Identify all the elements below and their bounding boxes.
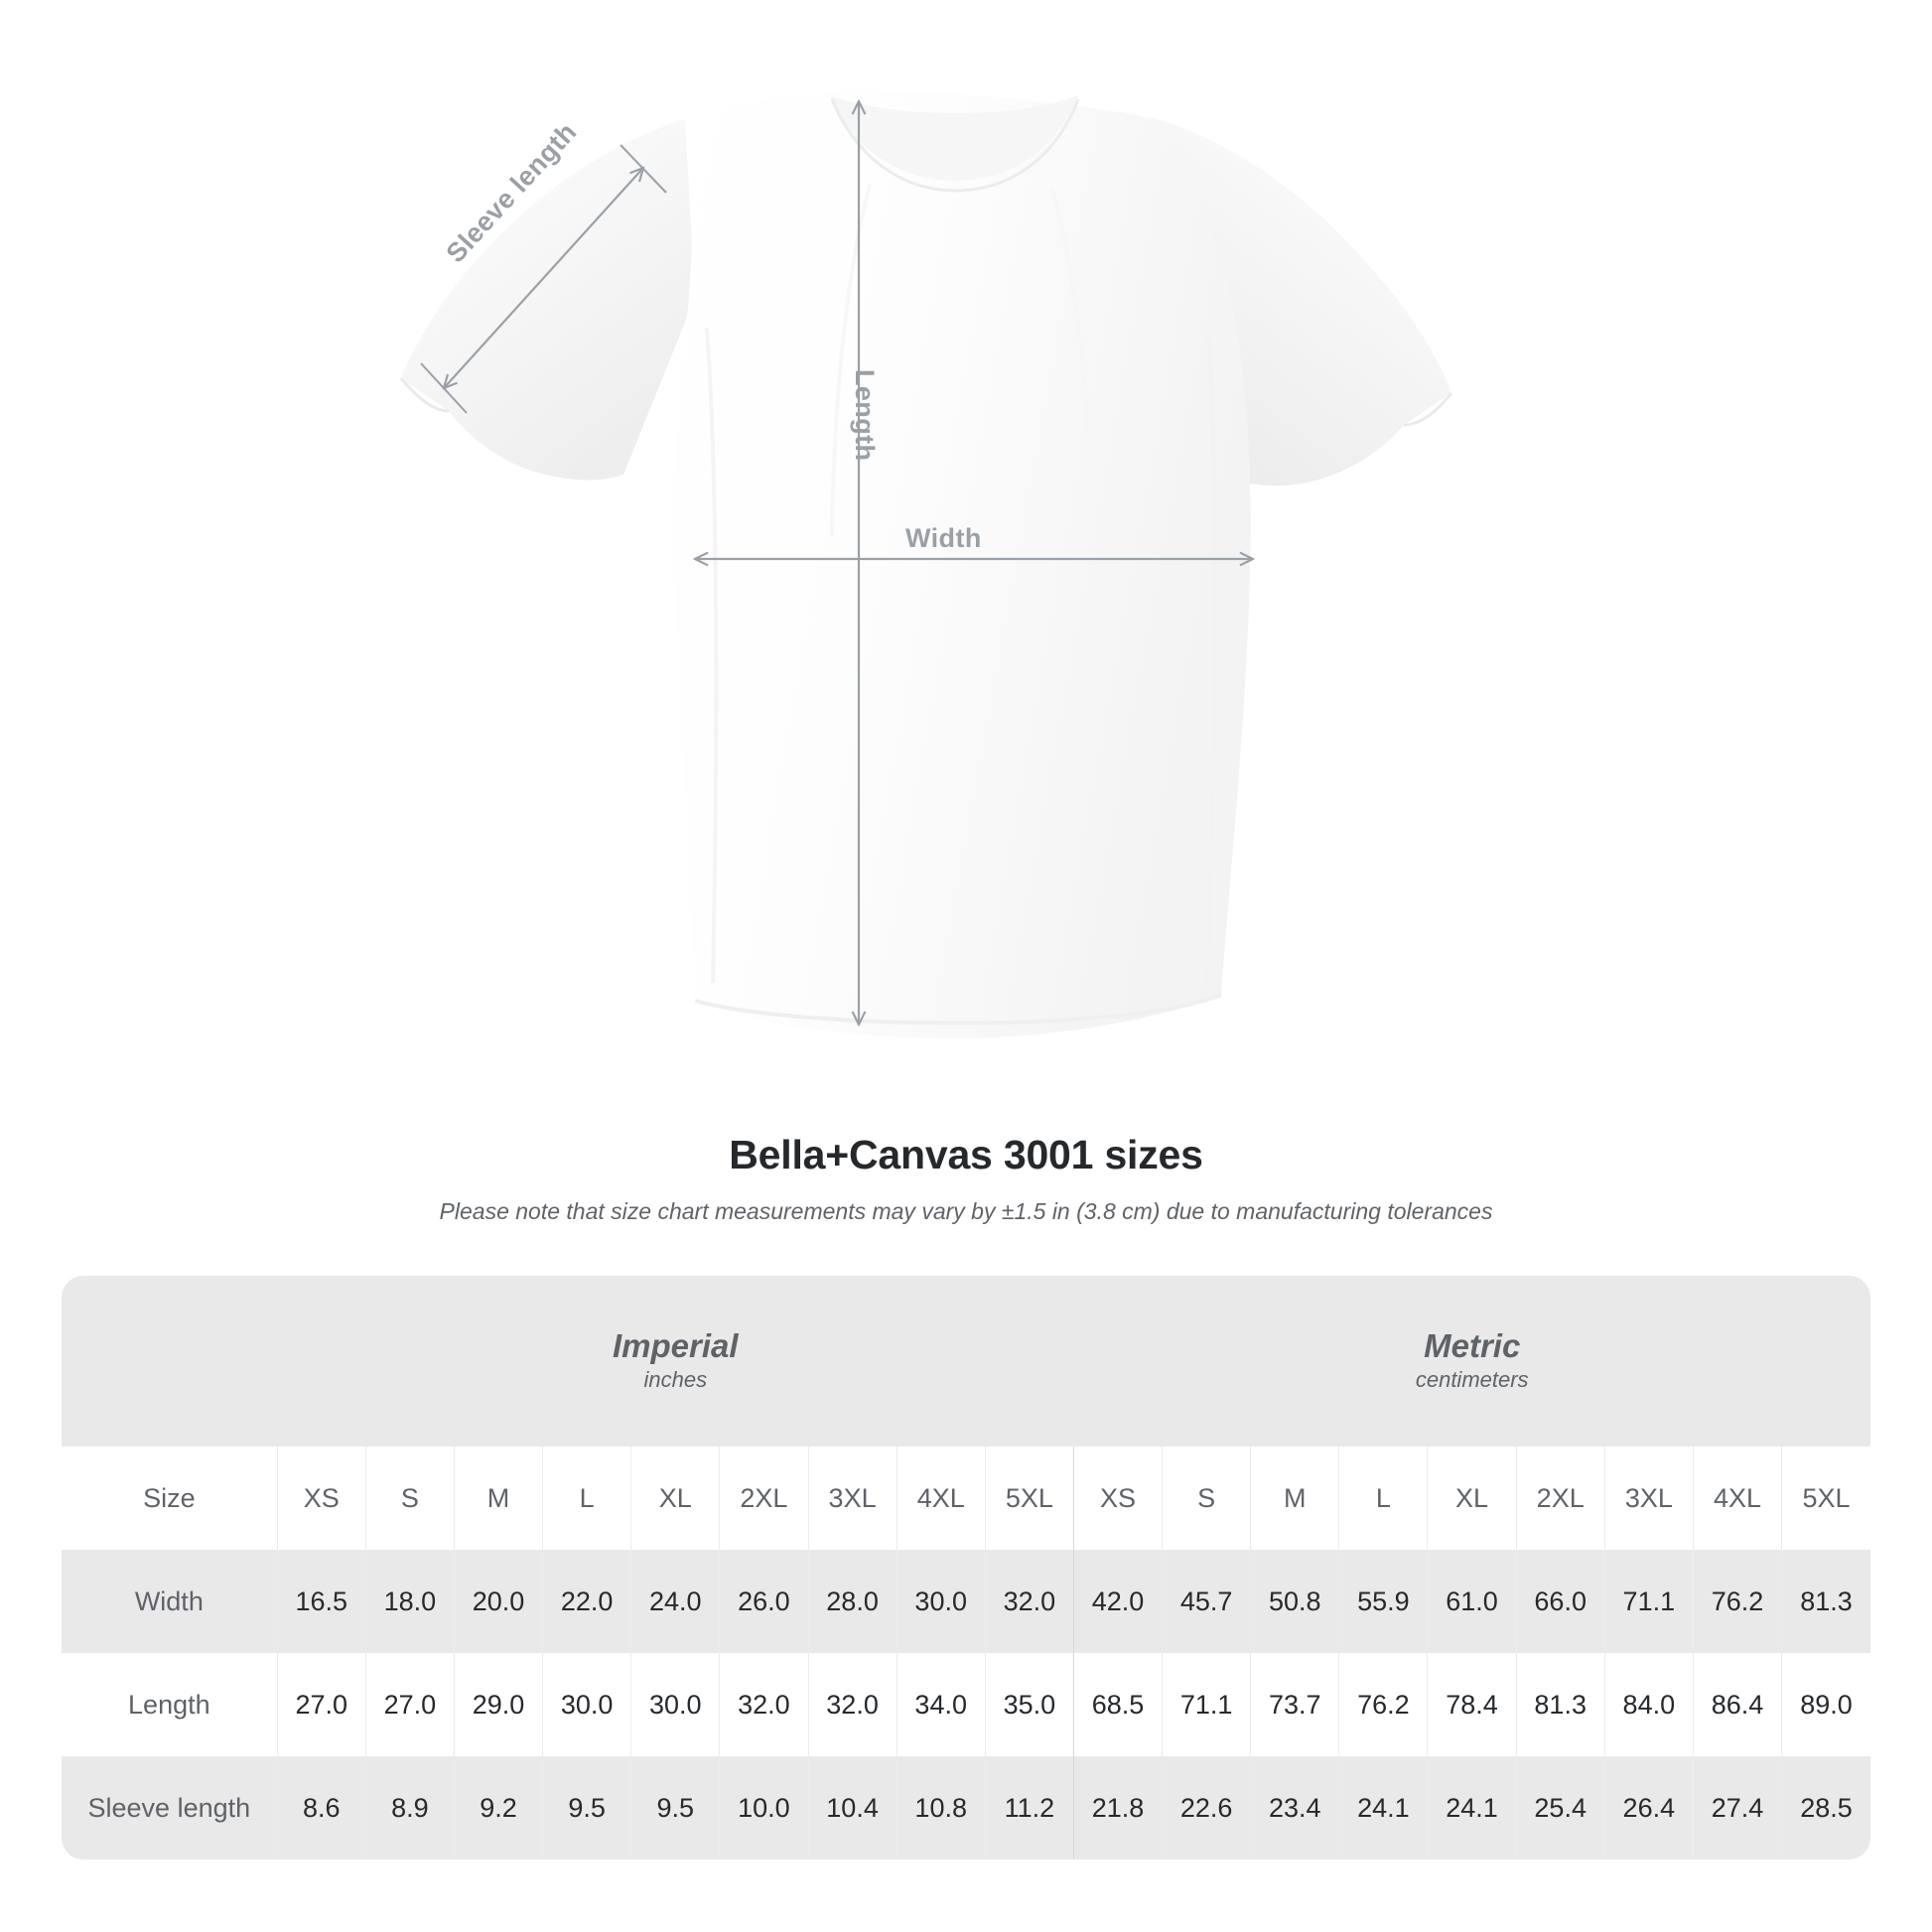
cell-sleeve-length-metric-xl: 24.1: [1427, 1756, 1517, 1860]
length-label: Length: [850, 369, 880, 462]
cell-sleeve-length-metric-m: 23.4: [1250, 1756, 1339, 1860]
unit-imperial-cell: Imperial inches: [277, 1276, 1074, 1447]
width-label: Width: [905, 523, 982, 553]
row-label-sleeve-length: Sleeve length: [62, 1756, 278, 1860]
cell-sleeve-length-imperial-3xl: 10.4: [807, 1756, 897, 1860]
cell-length-metric-5xl: 89.0: [1781, 1653, 1870, 1756]
unit-metric-cell: Metric centimeters: [1073, 1276, 1870, 1447]
size-header-imperial-3xl: 3XL: [807, 1447, 897, 1550]
unit-metric-sub: centimeters: [1415, 1366, 1529, 1392]
cell-length-imperial-s: 27.0: [364, 1653, 455, 1756]
cell-width-metric-s: 45.7: [1162, 1550, 1251, 1653]
size-header-imperial-s: S: [364, 1447, 455, 1550]
size-header-metric-4xl: 4XL: [1692, 1447, 1782, 1550]
size-header-imperial-xl: XL: [630, 1447, 720, 1550]
size-header-metric-2xl: 2XL: [1515, 1447, 1605, 1550]
cell-length-metric-m: 73.7: [1250, 1653, 1339, 1756]
unit-imperial-name: Imperial: [613, 1326, 739, 1364]
cell-width-metric-4xl: 76.2: [1692, 1550, 1782, 1653]
cell-width-metric-3xl: 71.1: [1603, 1550, 1694, 1653]
row-label-length: Length: [62, 1653, 278, 1756]
cell-sleeve-length-metric-xs: 21.8: [1072, 1756, 1163, 1860]
cell-length-imperial-m: 29.0: [453, 1653, 543, 1756]
table-row: Length 27.0 27.0 29.0 30.0 30.0 32.0 32.0 34.0 35…: [62, 1653, 1870, 1756]
size-chart-table: Imperial inches Metric centimeters Size …: [62, 1276, 1870, 1860]
cell-length-imperial-l: 30.0: [542, 1653, 631, 1756]
cell-sleeve-length-imperial-4xl: 10.8: [896, 1756, 986, 1860]
cell-width-imperial-3xl: 28.0: [807, 1550, 897, 1653]
unit-metric-name: Metric: [1424, 1326, 1521, 1364]
title-block: Bella+Canvas 3001 sizes Please note that…: [0, 1132, 1932, 1225]
cell-sleeve-length-imperial-xs: 8.6: [276, 1756, 366, 1860]
cell-width-metric-l: 55.9: [1338, 1550, 1428, 1653]
size-header-imperial-m: M: [453, 1447, 543, 1550]
cell-sleeve-length-metric-3xl: 26.4: [1603, 1756, 1694, 1860]
page-title: Bella+Canvas 3001 sizes: [729, 1132, 1203, 1177]
cell-width-metric-xl: 61.0: [1427, 1550, 1517, 1653]
size-header-metric-s: S: [1162, 1447, 1251, 1550]
cell-width-imperial-s: 18.0: [364, 1550, 455, 1653]
cell-width-metric-2xl: 66.0: [1515, 1550, 1605, 1653]
cell-width-imperial-xl: 24.0: [630, 1550, 720, 1653]
size-header-metric-l: L: [1338, 1447, 1428, 1550]
tshirt-illustration-svg: [399, 91, 1453, 1038]
cell-length-imperial-4xl: 34.0: [896, 1653, 986, 1756]
cell-sleeve-length-imperial-l: 9.5: [542, 1756, 631, 1860]
cell-length-metric-4xl: 86.4: [1692, 1653, 1782, 1756]
cell-length-metric-l: 76.2: [1338, 1653, 1428, 1756]
cell-length-metric-xs: 68.5: [1072, 1653, 1163, 1756]
cell-width-imperial-5xl: 32.0: [984, 1550, 1074, 1653]
cell-width-imperial-m: 20.0: [453, 1550, 543, 1653]
cell-sleeve-length-imperial-xl: 9.5: [630, 1756, 720, 1860]
cell-length-imperial-2xl: 32.0: [719, 1653, 808, 1756]
size-header-metric-m: M: [1250, 1447, 1339, 1550]
cell-sleeve-length-imperial-s: 8.9: [364, 1756, 455, 1860]
table-row: Sleeve length 8.6 8.9 9.2 9.5 9.5 10.0 10.4 10.8…: [62, 1756, 1870, 1860]
cell-width-imperial-2xl: 26.0: [719, 1550, 808, 1653]
cell-length-metric-s: 71.1: [1162, 1653, 1251, 1756]
size-chart-table-wrapper: Imperial inches Metric centimeters Size …: [62, 1276, 1870, 1860]
cell-length-metric-xl: 78.4: [1427, 1653, 1517, 1756]
size-header-metric-3xl: 3XL: [1603, 1447, 1694, 1550]
size-header-imperial-xs: XS: [276, 1447, 366, 1550]
unit-imperial-sub: inches: [643, 1366, 708, 1392]
size-header-metric-xl: XL: [1427, 1447, 1517, 1550]
cell-length-imperial-5xl: 35.0: [984, 1653, 1074, 1756]
cell-sleeve-length-metric-2xl: 25.4: [1515, 1756, 1605, 1860]
cell-sleeve-length-metric-4xl: 27.4: [1692, 1756, 1782, 1860]
size-header-imperial-4xl: 4XL: [896, 1447, 986, 1550]
cell-length-imperial-xl: 30.0: [630, 1653, 720, 1756]
size-header-label: Size: [62, 1447, 278, 1550]
size-header-metric-5xl: 5XL: [1781, 1447, 1870, 1550]
row-label-width: Width: [62, 1550, 278, 1653]
size-header-imperial-2xl: 2XL: [719, 1447, 808, 1550]
cell-sleeve-length-imperial-5xl: 11.2: [984, 1756, 1074, 1860]
tshirt-measurement-diagram: Sleeve length Length Width: [399, 91, 1453, 1038]
cell-width-metric-m: 50.8: [1250, 1550, 1339, 1653]
cell-length-metric-3xl: 84.0: [1603, 1653, 1694, 1756]
unit-header-row: Imperial inches Metric centimeters: [62, 1276, 1870, 1447]
table-row: Width 16.5 18.0 20.0 22.0 24.0 26.0 28.0 30.0 32.…: [62, 1550, 1870, 1653]
cell-sleeve-length-metric-5xl: 28.5: [1781, 1756, 1870, 1860]
cell-sleeve-length-metric-l: 24.1: [1338, 1756, 1428, 1860]
cell-length-imperial-3xl: 32.0: [807, 1653, 897, 1756]
cell-length-imperial-xs: 27.0: [276, 1653, 366, 1756]
cell-sleeve-length-metric-s: 22.6: [1162, 1756, 1251, 1860]
cell-width-metric-5xl: 81.3: [1781, 1550, 1870, 1653]
cell-sleeve-length-imperial-m: 9.2: [453, 1756, 543, 1860]
size-header-imperial-5xl: 5XL: [984, 1447, 1074, 1550]
unit-corner-cell: [62, 1276, 278, 1447]
size-header-imperial-l: L: [542, 1447, 631, 1550]
size-header-row: Size XS S M L XL 2XL 3XL 4XL 5XL XS S M L XL 2XL 3XL 4XL…: [62, 1447, 1870, 1550]
cell-width-imperial-l: 22.0: [542, 1550, 631, 1653]
cell-sleeve-length-imperial-2xl: 10.0: [719, 1756, 808, 1860]
size-header-metric-xs: XS: [1072, 1447, 1163, 1550]
cell-width-metric-xs: 42.0: [1072, 1550, 1163, 1653]
cell-length-metric-2xl: 81.3: [1515, 1653, 1605, 1756]
sleeve-length-dimension-arrow: [420, 144, 667, 414]
tolerance-note: Please note that size chart measurements…: [439, 1198, 1493, 1224]
shirt-body-shape: [399, 91, 1453, 1038]
cell-width-imperial-4xl: 30.0: [896, 1550, 986, 1653]
cell-width-imperial-xs: 16.5: [276, 1550, 366, 1653]
